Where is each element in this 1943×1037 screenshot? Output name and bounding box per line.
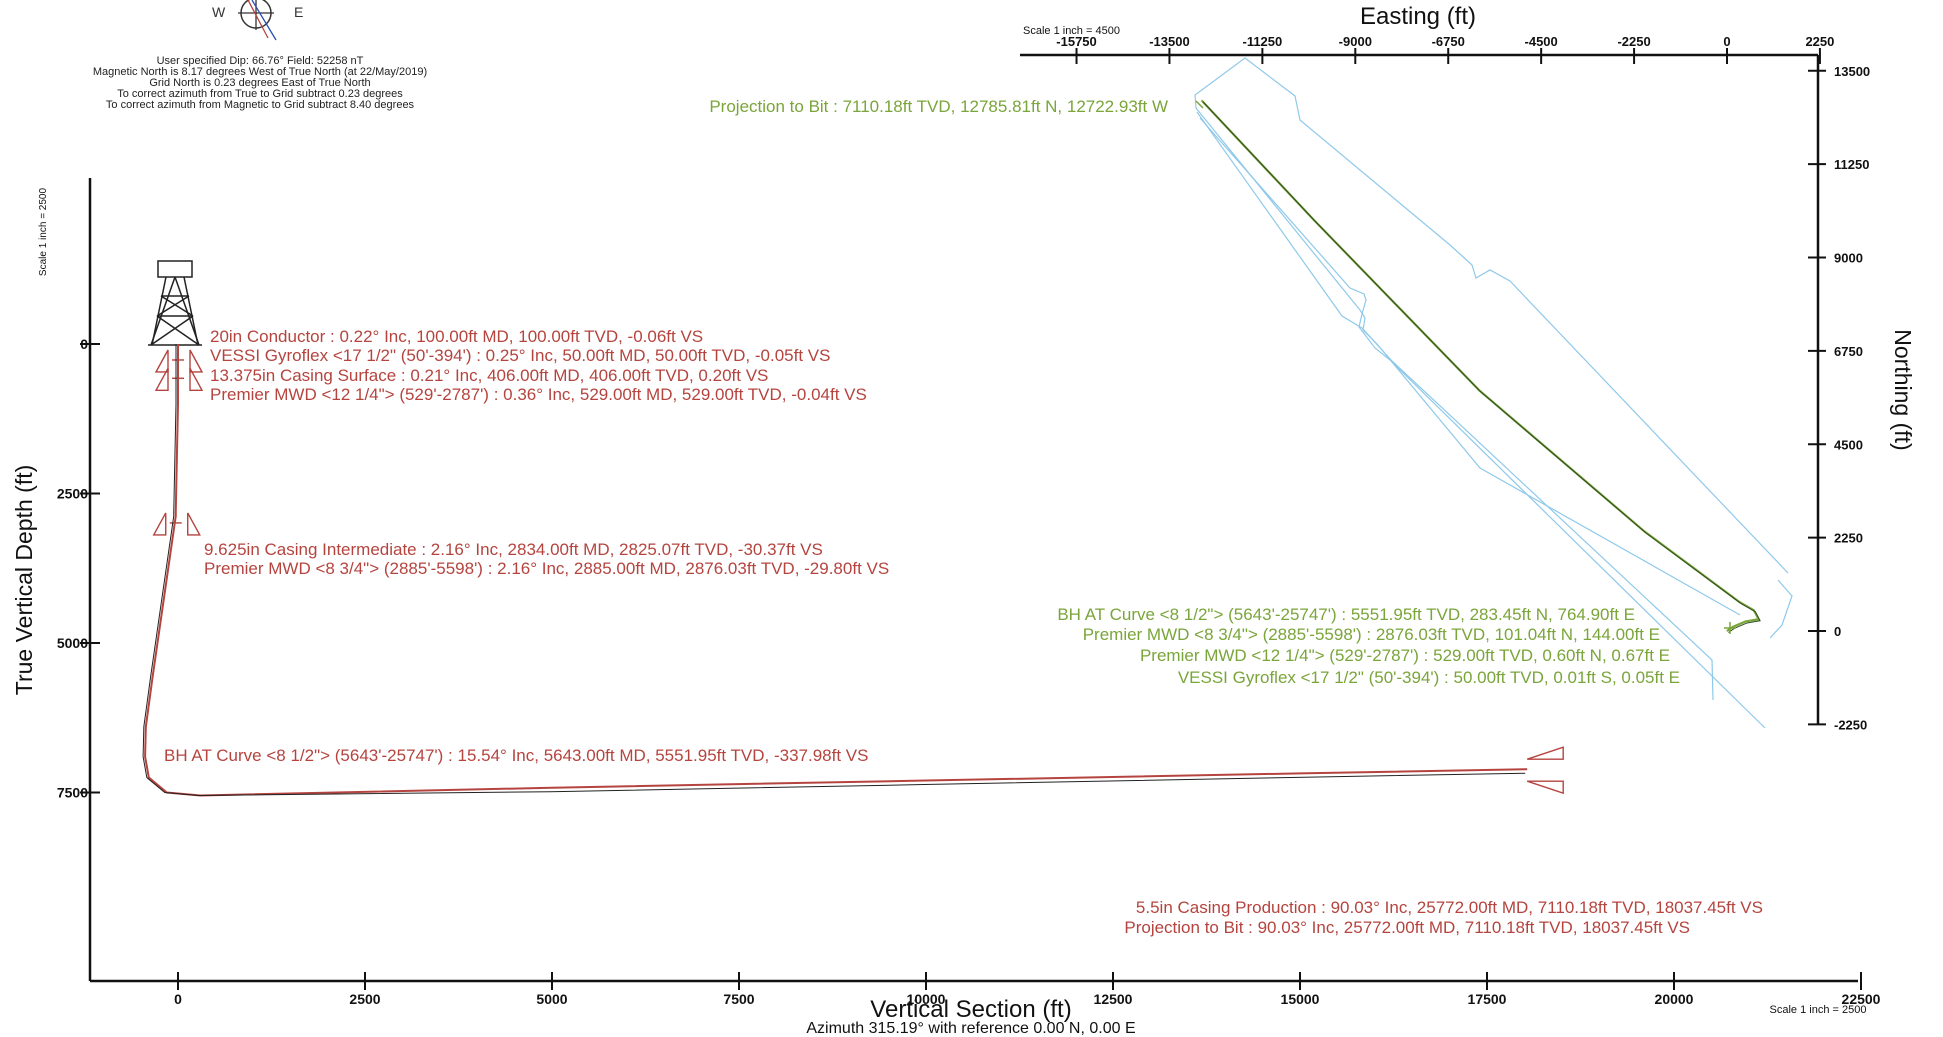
section-y-tick-label: 5000	[57, 635, 88, 651]
plan-scale-top: Scale 1 inch = 4500	[1023, 25, 1120, 37]
plan-x-tick-label: -11250	[1242, 34, 1282, 49]
plan-chart: -15750 -13500 -11250 -9000 -6750 -4500 -2250 0 2…	[709, 3, 1916, 732]
plan-x-tick-label: 0	[1723, 34, 1730, 49]
section-well-path	[144, 344, 1528, 797]
plan-y-tick-label: 0	[1834, 624, 1841, 639]
section-well-path-trace	[142, 344, 1526, 796]
section-annotation: VESSI Gyroflex <17 1/2" (50'-394') : 0.2…	[210, 346, 830, 365]
section-annotation: 20in Conductor : 0.22° Inc, 100.00ft MD,…	[210, 327, 703, 346]
plan-x-axis-label: Easting (ft)	[1360, 3, 1476, 30]
info-line: Magnetic North is 8.17 degrees West of T…	[92, 66, 428, 78]
section-annotation: 9.625in Casing Intermediate : 2.16° Inc,…	[204, 540, 823, 559]
info-line: Grid North is 0.23 degrees East of True …	[149, 77, 371, 89]
section-chart: 0 2500 5000 7500 10000 12500 15000 17500 20000 22…	[11, 178, 1881, 1037]
section-x-tick-label: 5000	[536, 991, 567, 1007]
plan-y-tick-label: 4500	[1834, 437, 1863, 452]
info-line: To correct azimuth from True to Grid sub…	[117, 88, 403, 100]
section-x-tick-label: 15000	[1281, 991, 1320, 1007]
section-y-tick-label: 2500	[57, 486, 88, 502]
section-y-tick-label: 0	[80, 336, 88, 352]
plan-annotation: Premier MWD <8 3/4"> (2885'-5598') : 287…	[1083, 625, 1660, 644]
compass-icon: W E	[212, 0, 303, 41]
section-x-tick-label: 17500	[1468, 991, 1507, 1007]
plan-y-tick-label: 9000	[1834, 251, 1863, 266]
plan-envelope	[1194, 57, 1793, 729]
compass-east-label: E	[294, 4, 303, 20]
section-y-axis-label: True Vertical Depth (ft)	[11, 465, 37, 696]
section-x-tick-label: 2500	[349, 991, 380, 1007]
compass-west-label: W	[212, 4, 226, 20]
section-subtitle: Azimuth 315.19° with reference 0.00 N, 0…	[806, 1020, 1135, 1037]
plan-y-tick-label: 2250	[1834, 531, 1863, 546]
plan-x-tick-label: -4500	[1525, 34, 1558, 49]
plan-annotation: BH AT Curve <8 1/2"> (5643'-25747') : 55…	[1057, 605, 1635, 624]
plan-y-tick-label: 13500	[1834, 64, 1870, 79]
section-x-tick-label: 22500	[1842, 991, 1881, 1007]
section-y-tick-label: 7500	[57, 785, 88, 801]
plan-x-tick-label: -6750	[1432, 34, 1465, 49]
plan-y-tick-label: -2250	[1834, 717, 1867, 732]
plan-annotation: Premier MWD <12 1/4"> (529'-2787') : 529…	[1140, 646, 1670, 665]
section-annotation: BH AT Curve <8 1/2"> (5643'-25747') : 15…	[164, 746, 868, 765]
section-scale-left: Scale 1 inch = 2500	[38, 188, 49, 277]
plan-x-tick-label: -15750	[1056, 34, 1096, 49]
plan-y-tick-label: 6750	[1834, 344, 1863, 359]
section-x-tick-label: 0	[174, 991, 182, 1007]
info-line: To correct azimuth from Magnetic to Grid…	[105, 99, 415, 111]
plan-annotation: VESSI Gyroflex <17 1/2" (50'-394') : 50.…	[1178, 668, 1680, 687]
plan-x-tick-label: -2250	[1617, 34, 1650, 49]
plan-x-tick-label: 2250	[1805, 34, 1834, 49]
info-line: User specified Dip: 66.76° Field: 52258 …	[156, 55, 364, 67]
plan-x-tick-label: -13500	[1149, 34, 1189, 49]
section-x-axis-label: Vertical Section (ft)	[870, 996, 1071, 1023]
section-annotation: 13.375in Casing Surface : 0.21° Inc, 406…	[210, 366, 768, 385]
plan-well-path	[1200, 99, 1761, 633]
section-x-tick-label: 20000	[1655, 991, 1694, 1007]
section-annotation: Premier MWD <12 1/4"> (529'-2787') : 0.3…	[210, 385, 867, 404]
plan-x-tick-label: -9000	[1339, 34, 1372, 49]
plan-tick-marks	[1195, 100, 1736, 634]
section-annotation: Projection to Bit : 90.03° Inc, 25772.00…	[1124, 918, 1690, 937]
plan-annotation: Projection to Bit : 7110.18ft TVD, 12785…	[709, 97, 1168, 116]
section-scale-bottom: Scale 1 inch = 2500	[1770, 1004, 1867, 1016]
section-x-tick-label: 10000	[907, 991, 946, 1007]
plan-y-tick-label: 11250	[1834, 157, 1869, 172]
plan-y-axis-label: Northing (ft)	[1890, 329, 1916, 450]
section-annotation: 5.5in Casing Production : 90.03° Inc, 25…	[1136, 898, 1763, 917]
rig-derrick-icon	[148, 260, 202, 346]
plan-well-path-trace	[1202, 101, 1761, 633]
section-x-tick-label: 12500	[1094, 991, 1133, 1007]
section-annotation: Premier MWD <8 3/4"> (2885'-5598') : 2.1…	[204, 559, 889, 578]
casing-shoe-marker	[1526, 746, 1564, 795]
section-x-tick-label: 7500	[723, 991, 754, 1007]
survey-info-block: User specified Dip: 66.76° Field: 52258 …	[40, 56, 480, 111]
